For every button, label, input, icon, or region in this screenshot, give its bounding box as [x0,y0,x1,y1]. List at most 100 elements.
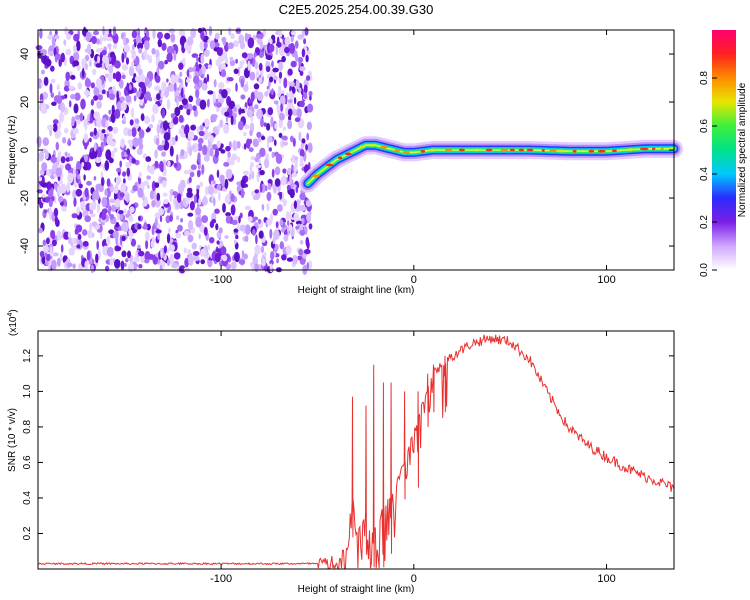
noise-blob [235,82,238,92]
signal-hotspot [394,149,401,153]
noise-blob [197,152,201,163]
noise-blob [119,96,125,102]
noise-blob [173,82,177,92]
noise-blob [156,123,161,135]
signal-hotspot [402,151,410,154]
noise-blob [124,208,127,215]
noise-blob [75,114,80,120]
noise-blob [195,216,202,228]
noise-blob [188,95,194,103]
noise-blob [301,217,305,225]
noise-blob [289,173,292,184]
noise-blob [85,54,90,62]
noise-blob [169,122,174,129]
noise-blob [293,165,298,173]
noise-blob [67,138,71,147]
noise-blob [283,126,286,131]
noise-blob [167,160,171,167]
noise-blob [109,213,115,220]
colorbar-tick-label: 0.8 [699,71,710,85]
noise-blob [216,169,220,178]
noise-blob [111,54,115,66]
noise-blob [260,118,264,128]
noise-blob [218,191,221,202]
noise-blob [155,137,160,146]
noise-blob [269,263,273,273]
noise-blob [187,36,194,46]
noise-blob [130,238,137,247]
signal-hotspot [611,149,618,153]
noise-blob [90,82,96,89]
colorbar-tick-label: 0.4 [699,167,710,181]
noise-blob [89,137,92,143]
noise-blob [63,85,70,92]
noise-blob [207,184,214,196]
noise-blob [52,119,59,125]
noise-blob [290,30,296,36]
noise-blob [93,127,97,136]
noise-blob [57,195,64,203]
noise-blob [125,57,130,65]
noise-blob [284,46,290,54]
noise-blob [146,175,152,180]
noise-blob [72,127,79,135]
noise-blob [220,63,226,70]
noise-blob [122,115,126,123]
noise-blob [144,80,148,87]
noise-blob [221,89,228,99]
noise-blob [174,106,181,117]
noise-blob [157,31,163,40]
noise-blob [52,252,59,257]
noise-blob [138,215,141,222]
noise-blob [207,90,214,95]
noise-blob [93,95,99,101]
noise-blob [269,76,274,83]
noise-blob [166,52,173,63]
noise-blob [131,30,138,39]
signal-hotspot [380,145,388,149]
x-tick-label: 100 [597,274,615,286]
signal-hotspot [526,148,534,152]
signal-hotspot [444,148,453,152]
noise-blob [108,93,116,101]
noise-blob [108,207,111,216]
noise-blob [216,240,220,245]
noise-blob [229,190,232,196]
noise-blob [137,42,144,50]
noise-blob [163,132,171,141]
noise-blob [90,99,95,106]
noise-blob [42,239,46,246]
colorbar-label: Normalized spectral amplitude [737,82,748,217]
noise-blob [147,184,150,189]
noise-blob [106,90,110,98]
noise-blob [129,84,132,91]
noise-blob [287,99,293,104]
noise-blob [256,108,263,120]
noise-blob [176,154,179,164]
noise-blob [71,213,78,219]
noise-blob [272,67,279,73]
noise-blob [244,124,250,130]
signal-hotspot [660,147,664,151]
noise-blob [167,259,171,267]
noise-blob [144,231,150,241]
noise-blob [183,247,187,254]
noise-blob [154,160,159,168]
noise-blob [281,254,287,261]
noise-blob [48,207,52,217]
colorbar-tick-label: 0.0 [699,263,710,277]
noise-blob [159,214,163,223]
noise-blob [248,147,254,153]
noise-blob [267,179,273,184]
noise-blob [119,160,122,168]
noise-blob [198,68,203,77]
y-tick-label: 20 [19,96,31,108]
noise-blob [86,250,91,261]
noise-blob [271,89,274,96]
noise-blob [278,112,285,121]
noise-blob [45,150,49,160]
noise-blob [102,36,107,42]
noise-blob [106,187,111,198]
x-tick-label: -100 [210,274,232,286]
signal-hotspot [597,149,606,153]
